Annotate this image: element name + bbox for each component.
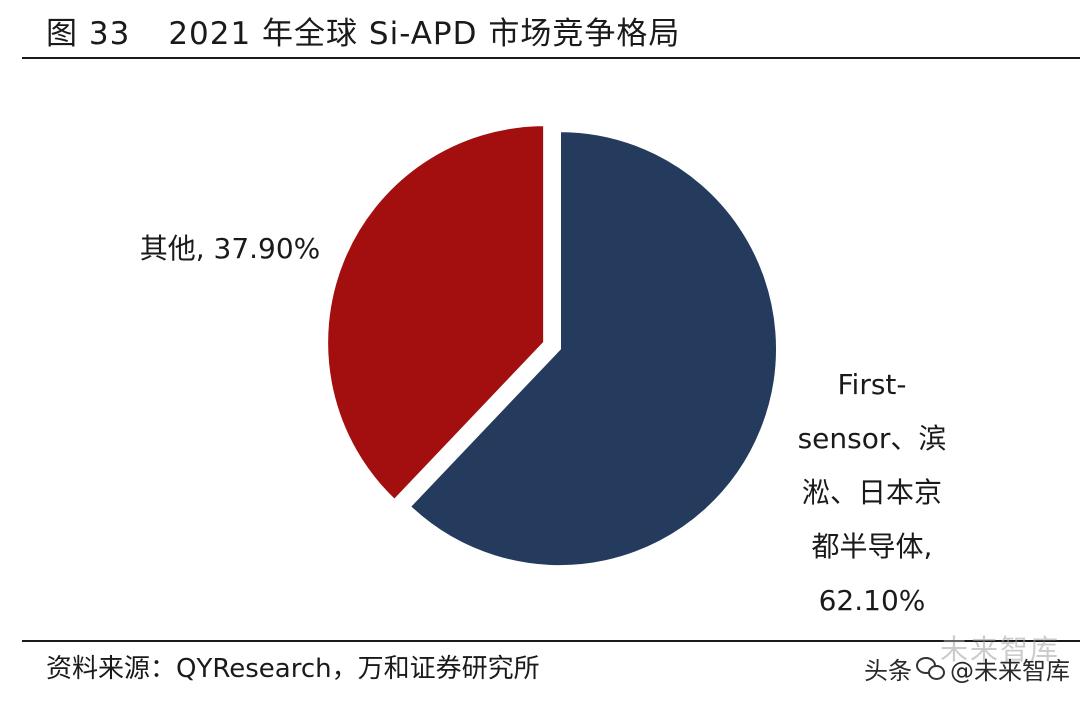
watermark: 头条 @未来智库 <box>864 648 1070 688</box>
slice-label-line: sensor、滨 <box>798 422 947 455</box>
source-note: 资料来源：QYResearch，万和证券研究所 <box>46 653 540 684</box>
header-rule <box>22 57 1080 59</box>
watermark-logo: 未来智库 <box>940 633 1061 666</box>
watermark-account: @未来智库 <box>950 656 1070 685</box>
figure-number: 图 33 <box>46 15 131 52</box>
footer-rule <box>22 640 1080 642</box>
slice-label-line: 都半导体, <box>812 530 933 563</box>
pie-slice-2 <box>325 123 547 503</box>
slice-label-line: 其他, 37.90% <box>140 232 321 265</box>
slice-label-line: 淞、日本京 <box>802 476 942 509</box>
figure-header: 图 33 2021 年全球 Si-APD 市场竞争格局 <box>46 6 680 54</box>
watermark-prefix: 头条 <box>864 656 912 685</box>
wechat-icon <box>916 657 946 680</box>
slice-label-2: 其他, 37.90% <box>140 232 321 265</box>
slice-label-line: First- <box>837 368 906 401</box>
pie-slice-1 <box>407 129 779 569</box>
slice-label-1: First-sensor、滨淞、日本京都半导体, 62.10% <box>798 368 947 617</box>
figure-title: 2021 年全球 Si-APD 市场竞争格局 <box>168 15 681 52</box>
slice-label-line: 62.10% <box>819 584 926 617</box>
